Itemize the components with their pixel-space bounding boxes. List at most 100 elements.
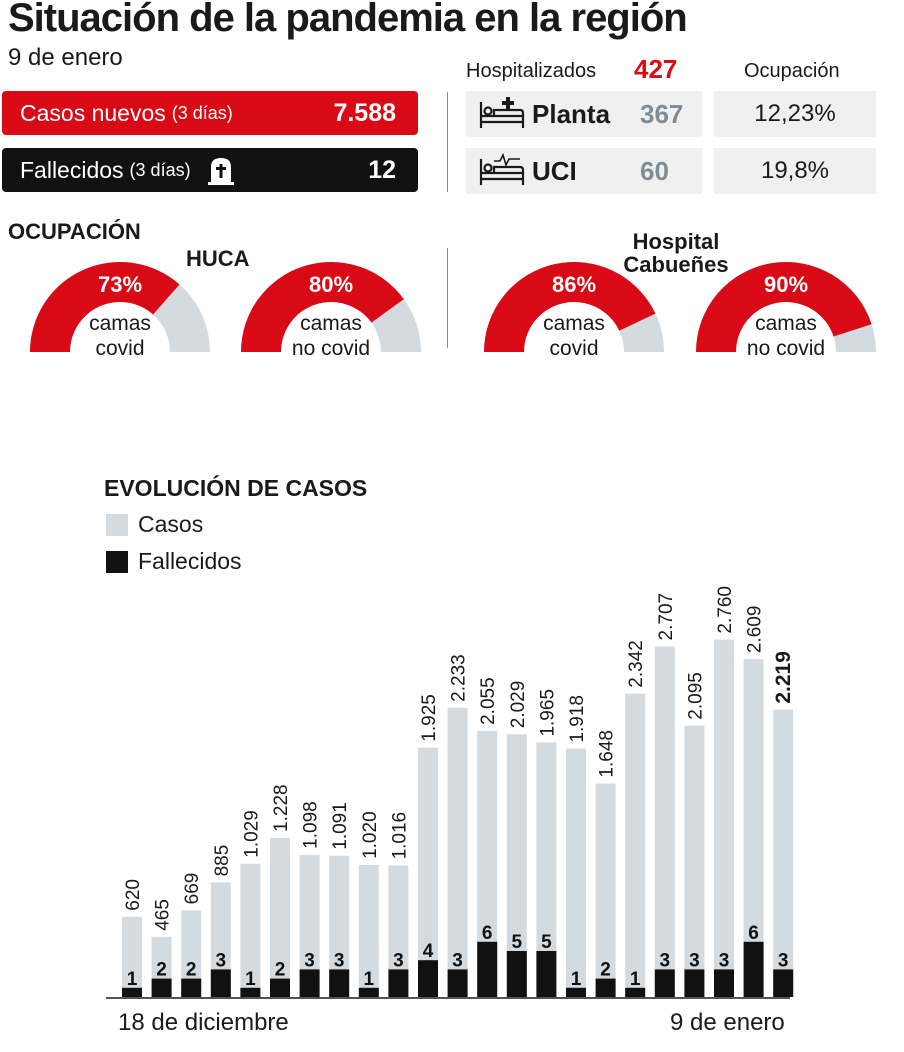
- cases-value-label: 620: [123, 879, 144, 911]
- deaths-value-label: 3: [452, 950, 463, 971]
- report-date: 9 de enero: [8, 44, 123, 71]
- cases-bar: [506, 734, 527, 997]
- deaths-bar: [181, 978, 202, 997]
- deaths-value-label: 3: [778, 950, 789, 971]
- gauge-huca-covid: 73% camas covid: [30, 262, 210, 360]
- planta-count: 367: [640, 98, 684, 129]
- deaths-period: (3 días): [129, 159, 191, 180]
- uci-count: 60: [640, 155, 669, 186]
- deaths-bar: [240, 987, 261, 997]
- deaths-value-label: 1: [571, 969, 582, 990]
- deaths-value-label: 5: [541, 932, 552, 953]
- cases-value-label: 2.609: [745, 606, 766, 654]
- deaths-bar: [684, 969, 705, 997]
- deaths-value: 12: [368, 155, 396, 184]
- cases-value-label: 1.029: [241, 810, 262, 858]
- cases-value-label: 1.091: [330, 802, 351, 850]
- gauge-cabuenes-covid: 86% camas covid: [484, 262, 664, 360]
- deaths-value-label: 1: [127, 969, 138, 990]
- cases-value-label: 1.925: [419, 694, 440, 742]
- hospitalized-label: Hospitalizados: [466, 60, 597, 82]
- gauge-label-1: camas: [300, 312, 362, 335]
- page-title: Situación de la pandemia en la región: [8, 0, 688, 40]
- deaths-bar: [743, 941, 764, 997]
- deaths-bar: [122, 987, 142, 997]
- new-cases-value: 7.588: [333, 98, 396, 127]
- planta-label: Planta: [532, 98, 611, 129]
- hospital-bed-icon: [479, 97, 525, 128]
- uci-occupancy: 19,8%: [714, 148, 876, 194]
- deaths-bar: [270, 978, 290, 997]
- gauge-fill: [30, 262, 180, 352]
- planta-row: Planta 367: [466, 91, 702, 137]
- divider: [447, 92, 448, 192]
- cases-value-label: 465: [153, 899, 174, 931]
- deaths-bar: [299, 969, 320, 997]
- gauge-fill: [484, 262, 656, 352]
- deaths-value-label: 2: [600, 960, 611, 981]
- gauge-percent: 90%: [764, 272, 808, 297]
- uci-row: UCI 60: [466, 148, 702, 194]
- gauge-label-2: no covid: [292, 337, 370, 360]
- deaths-label: Fallecidos: [20, 156, 124, 183]
- cases-bar: [566, 748, 586, 997]
- deaths-bar: [714, 969, 734, 997]
- gauge-label-1: camas: [755, 312, 817, 335]
- cases-bar: [536, 742, 557, 997]
- gauge-cabuenes-no-covid: 90% camas no covid: [696, 262, 876, 360]
- occupancy-gauges: 73% camas covid 80% camas no covid 86% c…: [30, 261, 876, 360]
- occupancy-title: OCUPACIÓN: [8, 219, 141, 244]
- cases-value-label: 2.707: [656, 593, 677, 641]
- uci-label: UCI: [532, 155, 577, 186]
- legend-swatch-deaths: [106, 551, 128, 573]
- tombstone-icon: [207, 158, 234, 185]
- cabuenes-name: Hospital Cabueñes: [618, 230, 734, 276]
- deaths-bar: [477, 941, 498, 997]
- cases-bar: [625, 693, 646, 997]
- legend-swatch-cases: [106, 514, 128, 536]
- cases-value-label: 1.228: [271, 784, 292, 832]
- gauge-fill: [241, 261, 404, 352]
- cases-bar: [714, 639, 734, 997]
- cases-value-label: 885: [212, 845, 233, 877]
- cases-bar: [181, 910, 202, 997]
- deaths-value-label: 2: [275, 960, 286, 981]
- deaths-bar: Fallecidos (3 días) 12: [2, 148, 418, 192]
- gauge-percent: 86%: [552, 272, 596, 297]
- deaths-bar: [210, 969, 231, 997]
- cases-bar: [329, 855, 350, 997]
- cases-bar: [477, 730, 498, 997]
- cases-value-label: 1.098: [301, 801, 322, 849]
- gauge-percent: 73%: [98, 272, 142, 297]
- cases-value-label: 2.760: [715, 586, 736, 634]
- cases-bar: [743, 659, 764, 997]
- chart-title: EVOLUCIÓN DE CASOS: [104, 475, 368, 501]
- deaths-bar: [595, 978, 616, 997]
- cases-bar-chart: 62014652669288531.02911.22821.09831.0913…: [106, 586, 795, 999]
- cases-bar: [388, 865, 409, 997]
- deaths-bar: [358, 987, 379, 997]
- new-cases-label: Casos nuevos: [20, 99, 166, 126]
- cases-bar: [240, 863, 261, 997]
- cases-value-label: 2.342: [626, 640, 647, 688]
- legend-cases: Casos: [138, 511, 204, 537]
- gauge-label-1: camas: [543, 312, 605, 335]
- deaths-bar: [388, 969, 409, 997]
- deaths-value-label: 6: [482, 923, 493, 944]
- deaths-bar: [566, 987, 586, 997]
- cases-value-label: 2.095: [685, 672, 706, 720]
- deaths-value-label: 1: [630, 969, 641, 990]
- gauge-label-2: no covid: [747, 337, 825, 360]
- deaths-bar: [447, 969, 468, 997]
- cases-bar: [122, 916, 142, 997]
- cases-bar: [684, 725, 705, 997]
- divider: [447, 248, 448, 348]
- deaths-value-label: 3: [719, 950, 730, 971]
- deaths-bar: [536, 951, 557, 997]
- cases-value-label: 2.233: [449, 654, 470, 702]
- gauge-label-1: camas: [89, 312, 151, 335]
- deaths-value-label: 2: [156, 960, 167, 981]
- cases-bar: [210, 882, 231, 997]
- icu-bed-icon: [479, 153, 525, 185]
- bars-layer: 62014652669288531.02911.22821.09831.0913…: [122, 586, 795, 997]
